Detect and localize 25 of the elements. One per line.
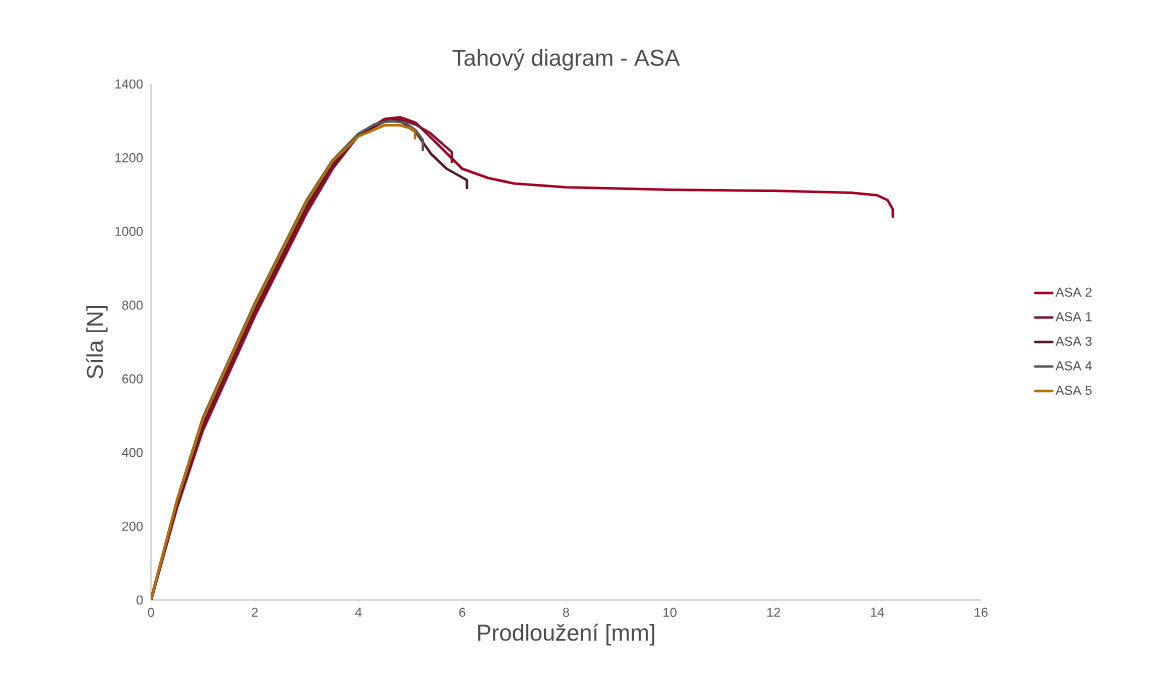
y-tick-label: 1000	[115, 226, 143, 236]
y-tick-label: 200	[122, 521, 143, 531]
x-axis-title: Prodloužení [mm]	[478, 623, 655, 646]
x-tick-label: 8	[562, 607, 570, 617]
legend-label: ASA 3	[1055, 336, 1092, 346]
x-tick-label: 0	[147, 607, 155, 617]
y-tick-label: 1400	[115, 79, 143, 89]
y-tick-label: 400	[121, 447, 143, 458]
legend-label: ASA 2	[1055, 287, 1092, 297]
y-tick-label: 800	[122, 300, 143, 310]
x-tick-label: 12	[767, 607, 781, 617]
y-tick-label: 1200	[115, 153, 143, 163]
y-tick-label: 600	[122, 374, 143, 384]
y-axis-title: Síla [N]	[85, 306, 108, 379]
x-tick-label: 10	[663, 607, 677, 617]
x-tick-label: 6	[459, 607, 466, 617]
x-tick-label: 4	[355, 607, 362, 617]
legend-label: ASA 1	[1055, 312, 1092, 322]
y-tick-label: 0	[136, 595, 143, 605]
legend-label: ASA 4	[1055, 361, 1092, 371]
x-tick-label: 2	[251, 607, 258, 617]
legend-label: ASA 5	[1055, 385, 1092, 395]
x-tick-label: 14	[871, 607, 885, 617]
chart-title: Tahový diagram - ASA	[452, 48, 680, 71]
x-tick-label: 16	[974, 607, 988, 617]
